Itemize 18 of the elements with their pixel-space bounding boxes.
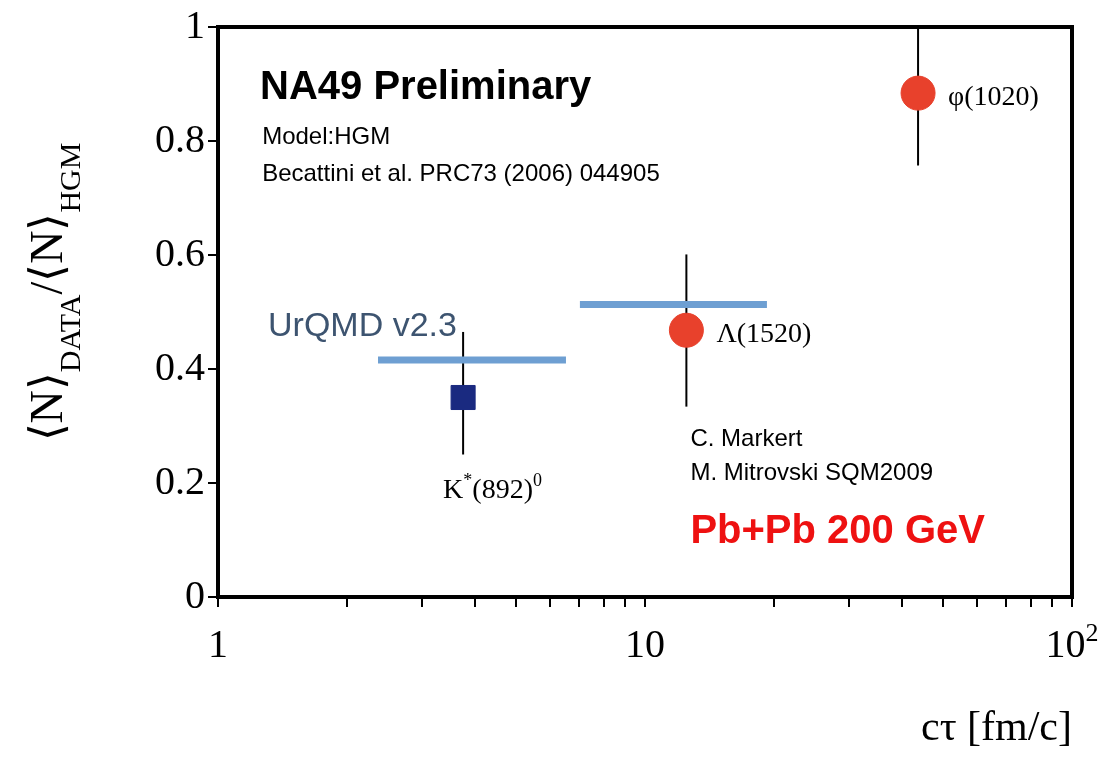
y-axis-title: ⟨N⟩DATA/⟨N⟩HGM	[21, 142, 87, 442]
annotation: Pb+Pb 200 GeV	[690, 506, 986, 551]
annotation: M. Mitrovski SQM2009	[690, 458, 934, 486]
text: NA49 Preliminary	[260, 63, 593, 107]
y-tick-label: 0.8	[155, 115, 205, 161]
y-tick-label: 1	[185, 1, 205, 47]
y-tick-label: 0.6	[155, 229, 205, 275]
x-tick-label: 10	[625, 621, 665, 666]
annotation: C. Markert	[690, 423, 803, 451]
annotation: Becattini et al. PRC73 (2006) 044905	[262, 158, 660, 186]
annotation: φ(1020)	[948, 80, 1039, 112]
x-axis-title: cτ [fm/c]	[921, 703, 1073, 749]
annotation: Model:HGM	[262, 121, 391, 149]
y-tick-label: 0	[185, 571, 205, 617]
y-tick-label: 0.2	[155, 457, 205, 503]
y-tick-label: 0.4	[155, 343, 205, 389]
annotation: Λ(1520)	[716, 317, 812, 349]
series-label: UrQMD v2.3	[268, 304, 457, 343]
